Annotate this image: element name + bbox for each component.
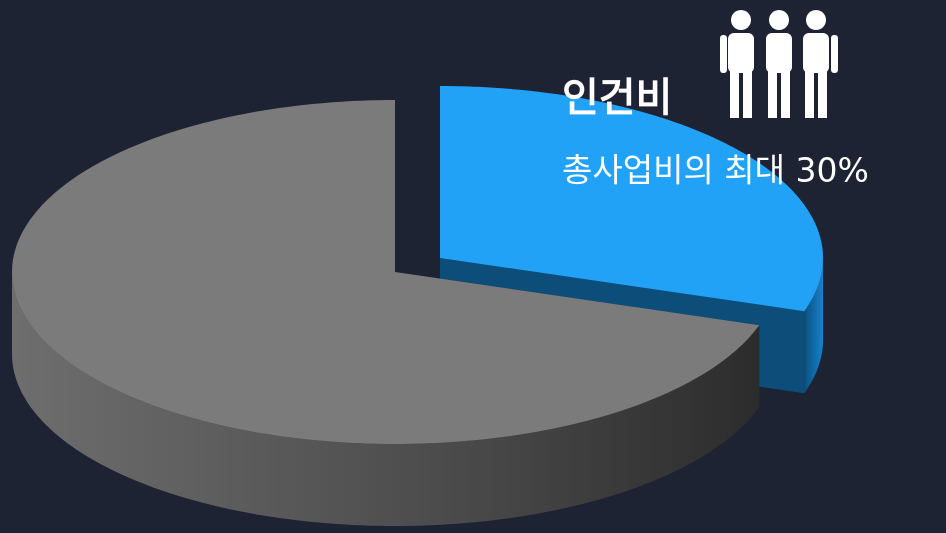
pie: [12, 86, 823, 526]
people-icon: [720, 10, 838, 118]
slice-wall: [804, 258, 823, 394]
value-label: 총사업비의 최대 30%: [562, 151, 869, 190]
slice: [12, 100, 760, 444]
slice-wall: [12, 272, 760, 526]
slice: [440, 86, 823, 312]
category-label: 인건비: [562, 75, 672, 121]
